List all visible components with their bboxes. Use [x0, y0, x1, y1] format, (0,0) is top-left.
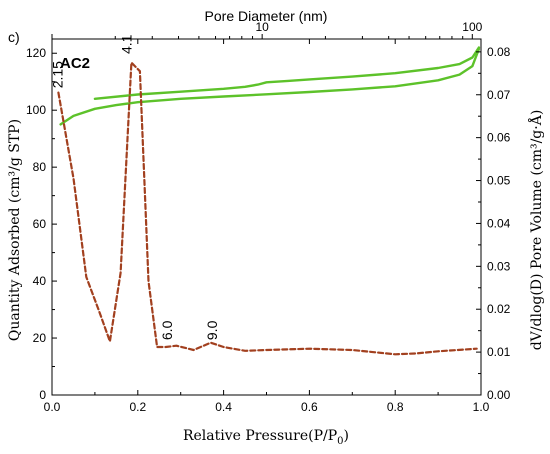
series-line-2: [93, 46, 481, 101]
panel-label: c): [8, 29, 20, 45]
peak-annotation: 9.0: [204, 320, 220, 340]
left-axis-title: Quantity Adsorbed (cm³/g STP): [7, 119, 23, 341]
x-tick-label: 0.6: [301, 400, 318, 414]
peak-annotation: 4.1: [118, 34, 134, 54]
sample-label: AC2: [60, 55, 90, 72]
y-right-tick-label: 0.08: [487, 45, 511, 59]
x2-tick-label: 100: [462, 20, 482, 34]
x-tick-label: 0.4: [215, 400, 232, 414]
y-right-tick-label: 0.06: [487, 131, 511, 145]
x2-tick-label: 10: [255, 20, 269, 34]
y-left-tick-label: 60: [33, 217, 47, 231]
x-tick-label: 0.8: [387, 400, 404, 414]
bottom-axis-title-close: ): [344, 428, 349, 444]
series-line-3: [57, 61, 478, 356]
series-line-1: [59, 47, 481, 126]
y-right-tick-label: 0.04: [487, 216, 511, 230]
y-right-tick-label: 0.07: [487, 88, 511, 102]
y-right-tick-label: 0.01: [487, 345, 511, 359]
labels: c) AC2 Pore Diameter (nm) Quantity Adsor…: [7, 8, 545, 447]
top-axis-title: Pore Diameter (nm): [205, 8, 328, 24]
y-left-tick-label: 0: [39, 388, 46, 402]
y-right-tick-label: 0.02: [487, 302, 511, 316]
y-right-tick-label: 0.05: [487, 174, 511, 188]
y-left-tick-label: 120: [26, 46, 46, 60]
axes: 0.0 0.2 0.4 0.6 0.8 1.0 0 20 40 60 80 100 120 0.00 0.0…: [26, 20, 511, 414]
x-tick-label: 0.2: [129, 400, 146, 414]
y-right-tick-label: 0.03: [487, 259, 511, 273]
right-axis-title: dV/dlog(D) Pore Volume (cm³/g·Å): [527, 110, 545, 351]
y-left-tick-label: 40: [33, 274, 47, 288]
bottom-axis-title-sub: 0: [337, 436, 343, 447]
y-left-tick-label: 100: [26, 103, 46, 117]
y-right-tick-label: 0.00: [487, 388, 511, 402]
plot-frame: [51, 38, 482, 396]
x-tick-label: 1.0: [473, 400, 490, 414]
y-left-tick-label: 20: [33, 331, 47, 345]
peak-annotation: 6.0: [159, 320, 175, 340]
bottom-axis-title-main: Relative Pressure(P/P: [183, 428, 337, 444]
bottom-axis-title: Relative Pressure(P/P0): [183, 428, 349, 447]
x-tick-label: 0.0: [44, 400, 61, 414]
plot-area: 2.154.16.0 9.0: [50, 34, 481, 356]
y-left-tick-label: 80: [33, 160, 47, 174]
